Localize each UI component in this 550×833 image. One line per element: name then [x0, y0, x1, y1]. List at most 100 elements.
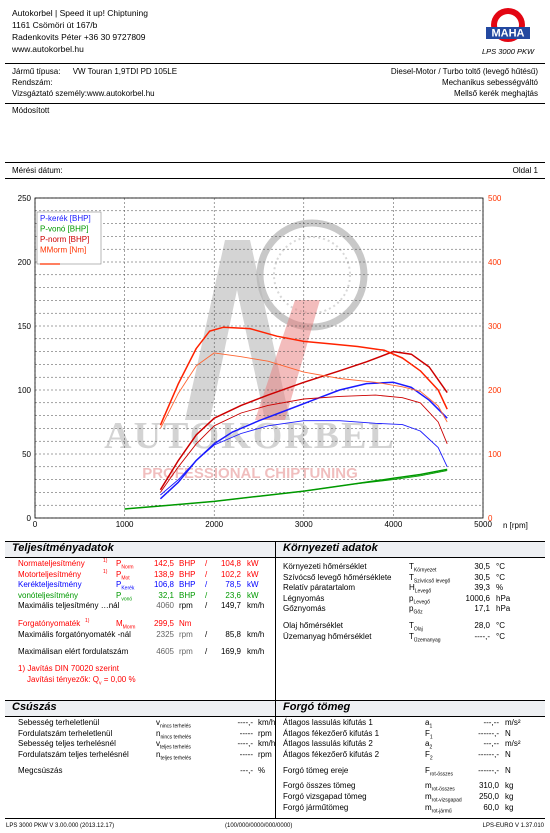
perf-label: Motorteljesítmény: [18, 569, 82, 579]
torque-symbol-sub: Morm: [122, 624, 136, 631]
column-divider: [275, 541, 276, 701]
vehicle-type-value: VW Touran 1,9TDI PD 105LE: [72, 67, 178, 76]
env-row-unit: °C: [496, 562, 505, 571]
slip-row-value: ----,-: [237, 718, 253, 727]
perf-note: 1): [103, 558, 108, 564]
perf-u1: BHP: [179, 580, 196, 589]
legend-label: P-vonó [BHP]: [40, 225, 88, 234]
maxspeed-unit: rpm: [179, 647, 193, 656]
watermark-line2: PROFESSIONAL CHIPTUNING: [142, 465, 358, 482]
series-line-3: [124, 470, 448, 510]
symbol-sub: 1: [429, 734, 433, 741]
env-row-unit: %: [496, 583, 504, 592]
inspector-label: Vizsgáztató személy:: [12, 89, 87, 98]
chart-axes: 0 1000 2000 3000 4000 50000501001502002500100…: [18, 194, 528, 530]
torque-sep: /: [205, 630, 208, 639]
symbol: Frot-összes: [425, 766, 453, 778]
env-row-label: Olaj hőmérséklet: [283, 621, 344, 630]
mass-row-unit: kg: [505, 781, 514, 790]
mass-title: Forgó tömeg: [283, 701, 351, 713]
symbol: TÜzemanyag: [409, 631, 441, 644]
symbol: HLevegő: [409, 583, 432, 595]
divider: [5, 103, 545, 104]
symbol-sub: rot-jármű: [431, 808, 452, 815]
perf-u2: km/h: [247, 601, 265, 610]
mass-row-value: ---,--: [483, 718, 499, 727]
mass-row-label: Átlagos lassulás kifutás 1: [283, 718, 373, 727]
inspector-value: www.autokorbel.hu: [87, 89, 155, 98]
footer-left: LPS 3000 PKW V 3.00.000 (2013.12.17): [6, 823, 115, 829]
symbol-sub: Üzemanyag: [413, 637, 441, 644]
symbol-sub: rot-vizsgapad: [431, 797, 462, 804]
mass-row-unit: m/s²: [505, 739, 521, 748]
env-title: Környezeti adatok: [283, 542, 378, 554]
env-row-value: ----,-: [474, 631, 490, 641]
mass-row-label: Átlagos fékezőerő kifutás 1: [283, 728, 380, 738]
mass-row-value: 250,0: [478, 792, 499, 801]
symbol: nnincs terhelés: [156, 728, 192, 741]
mass-row-value: ------,-: [478, 749, 499, 759]
legend-label: P-norm [BHP]: [40, 235, 89, 244]
perf-v2: 78,5: [225, 580, 241, 589]
symbol: F2: [425, 749, 433, 762]
x-tick-label: 1000: [116, 520, 134, 529]
gearbox-type: Mechanikus sebességváltó: [441, 78, 538, 87]
mass-row-label: Forgó vizsgapad tömeg: [283, 792, 367, 801]
x-tick-label: 3000: [295, 520, 313, 529]
series-line-6: [159, 326, 448, 426]
symbol: TKörnyezet: [409, 562, 437, 574]
env-row-value: 28,0: [474, 621, 490, 630]
column-divider: [275, 700, 276, 818]
reg-label: Rendszám:: [12, 78, 53, 87]
maxspeed-sep: /: [205, 647, 208, 656]
symbol-sub: Mot: [121, 575, 130, 582]
perf-title: Teljesítményadatok: [12, 542, 114, 554]
date-label: Mérési dátum:: [12, 166, 63, 175]
perf-sep: /: [205, 601, 208, 610]
symbol-sub: Környezet: [413, 567, 437, 574]
symbol-sub: Levegő: [414, 588, 432, 595]
torque-rpm-label: Maximális forgatónyomaték -nál: [18, 630, 131, 639]
symbol: PKerék: [116, 580, 135, 592]
env-row-label: Légnyomás: [283, 593, 325, 603]
perf-label: vonóteljesítmény: [18, 590, 79, 600]
y-left-tick-label: 100: [18, 386, 32, 395]
torque-note: 1): [85, 618, 90, 624]
mass-row-unit: m/s²: [505, 718, 521, 727]
series-line-7: [159, 352, 448, 429]
y-left-tick-label: 50: [22, 450, 31, 459]
perf-v1: 32,1: [158, 590, 174, 600]
symbol-sub: Kerék: [121, 585, 135, 592]
env-row-label: Relatív páratartalom: [283, 583, 356, 592]
footer-center: (100/000/0000/000/0000): [225, 823, 293, 829]
perf-v1: 106,8: [153, 580, 174, 589]
symbol-sub: nincs terhelés: [160, 723, 191, 730]
symbol-sub: 1: [429, 723, 433, 730]
perf-v1: 142,5: [153, 559, 174, 568]
perf-label: Keréktelj‌esítmény: [18, 580, 82, 589]
chart-series: [124, 326, 448, 510]
drive-type: Mellső kerék meghajtás: [453, 89, 538, 98]
symbol-sub: rot-összes: [431, 786, 455, 793]
symbol: nteljes terhelés: [156, 749, 192, 762]
plot-frame: [34, 197, 484, 519]
divider: [5, 818, 545, 819]
divider: [5, 178, 545, 179]
correction-sub: v: [99, 680, 102, 687]
x-tick-label: 5000: [474, 520, 492, 529]
env-row-unit: hPa: [496, 593, 511, 603]
symbol-sub: rot-összes: [429, 771, 453, 778]
env-row-label: Üzemanyag hőmérséklet: [283, 631, 372, 641]
symbol: a2: [425, 739, 433, 751]
env-row-value: 39,3: [474, 583, 490, 592]
modified-label: Módosított: [12, 106, 50, 115]
company-name: Autokorbel | Speed it up! Chiptuning: [12, 8, 148, 18]
perf-label: Maximális teljesítmény …nál: [18, 601, 120, 610]
env-row-unit: °C: [496, 572, 505, 582]
slip-row-unit: %: [258, 766, 266, 775]
perf-v2: 149,7: [220, 601, 241, 610]
perf-u1: BHP: [179, 559, 196, 568]
slip-row-label: Sebesség terheletlenül: [18, 718, 100, 727]
perf-v2: 104,8: [220, 559, 241, 568]
mass-row-unit: kg: [505, 803, 514, 812]
